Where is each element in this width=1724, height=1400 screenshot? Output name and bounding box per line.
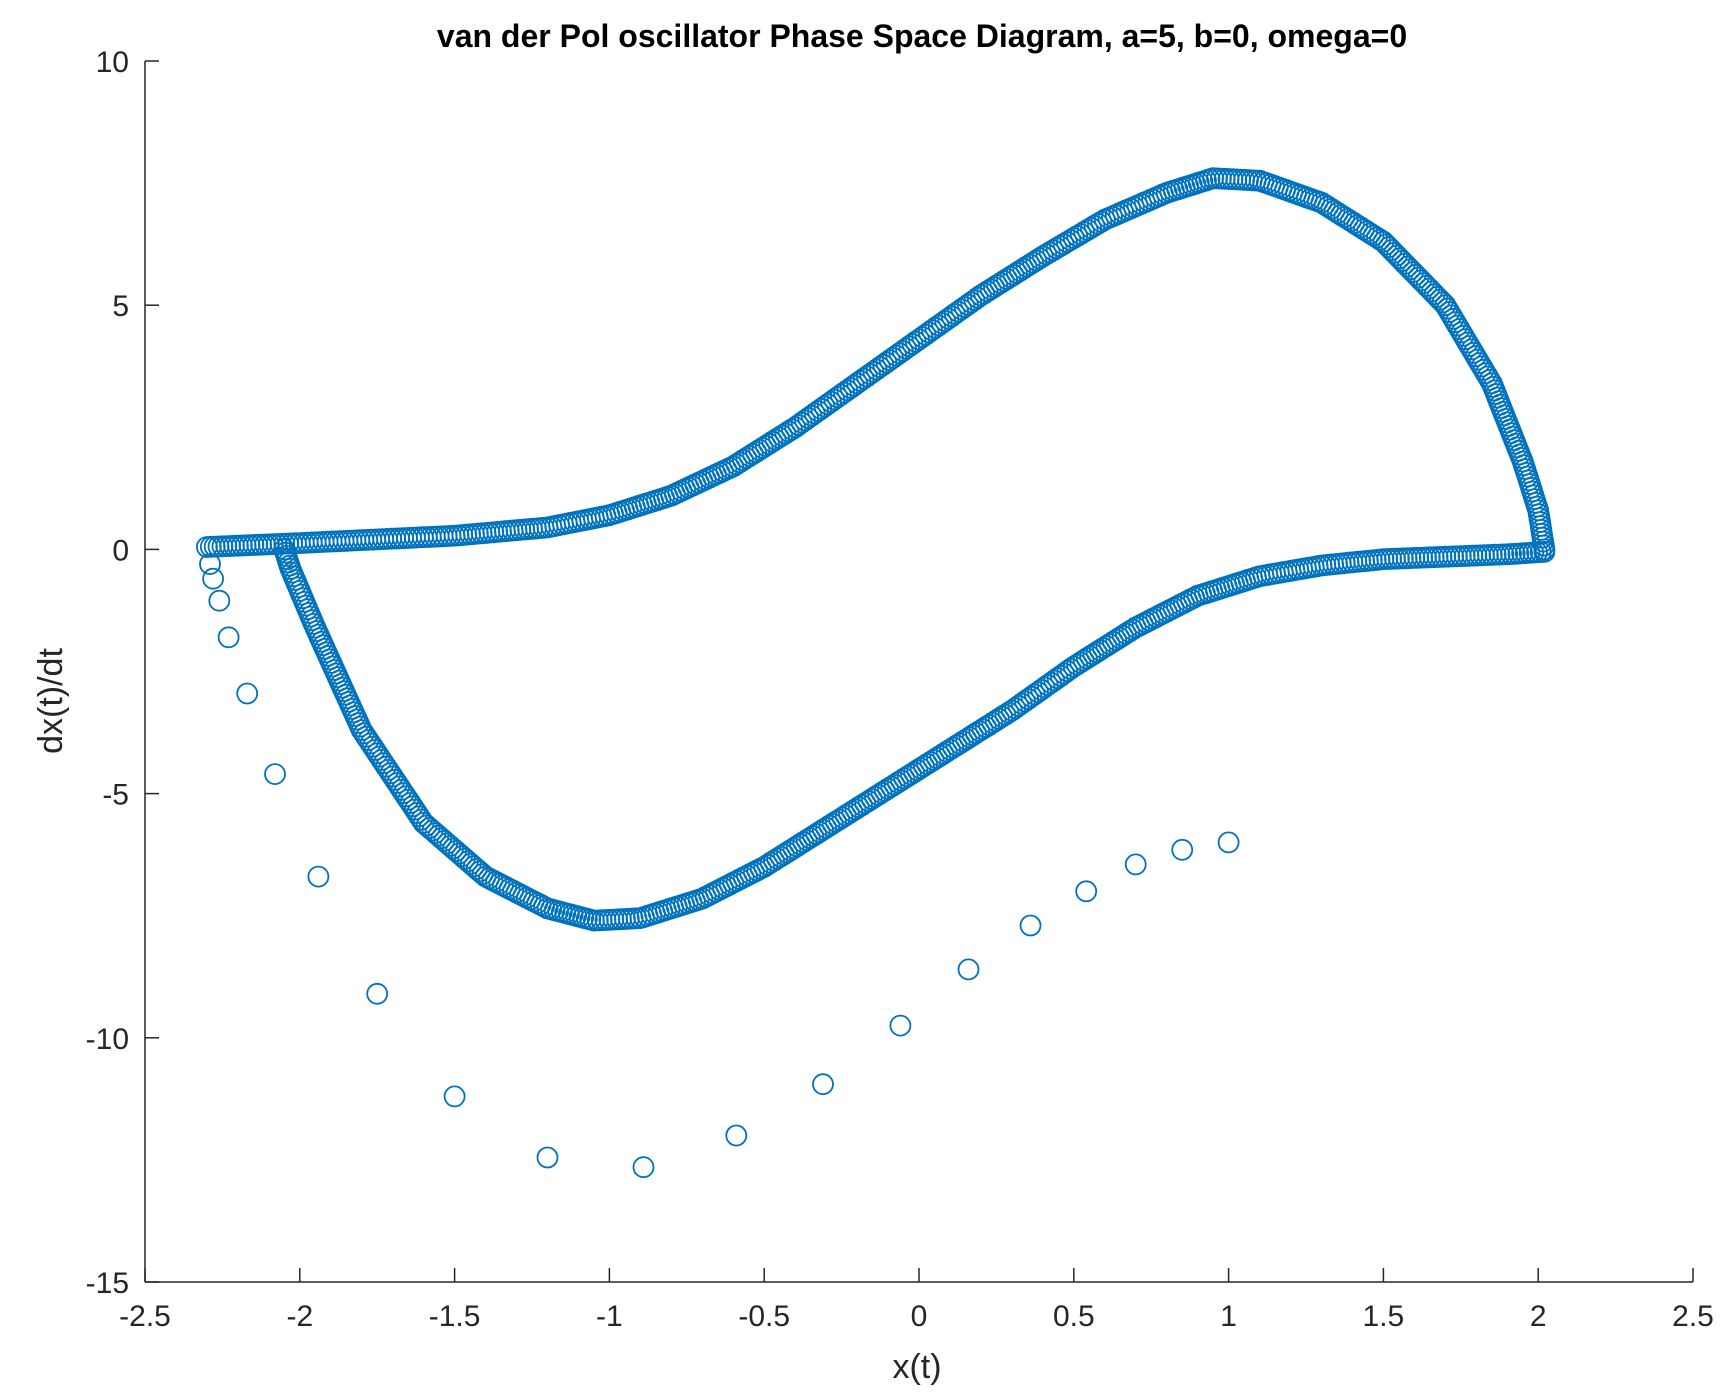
limit-cycle-point [1466,348,1489,371]
limit-cycle-point [1052,233,1075,256]
limit-cycle-point [1434,294,1457,317]
limit-cycle-point [1080,216,1102,239]
transient-point [366,982,389,1005]
limit-cycle-point [1049,235,1071,258]
y-tick-label: 5 [112,290,129,323]
limit-cycle-point [1460,338,1483,361]
transient-point [202,567,225,590]
transient-point [536,1146,559,1169]
x-tick-label: 2.5 [1672,1300,1714,1333]
x-tick-label: -1 [596,1300,623,1333]
limit-cycle-point [1454,328,1477,351]
limit-cycle-point [1087,212,1109,235]
x-tick-label: -1.5 [429,1300,481,1333]
limit-cycle-point [1438,301,1461,323]
y-tick-label: -5 [102,779,129,812]
limit-cycle-point [1450,321,1473,344]
transient-point [1171,838,1194,861]
x-tick-label: 2 [1530,1300,1547,1333]
limit-cycle-point [1042,239,1065,262]
transient-point [1124,853,1147,876]
transient-point [264,763,286,785]
limit-cycle-point [1059,229,1082,252]
limit-cycle-point [1069,223,1092,245]
x-tick-label: -0.5 [738,1300,790,1333]
transient-point [236,682,259,705]
limit-cycle-point [1448,318,1471,340]
limit-cycle-point [1066,225,1089,247]
limit-cycle-point [1468,352,1491,374]
x-tick-label: 0.5 [1053,1300,1095,1333]
y-tick-label: -15 [86,1267,129,1300]
y-axis-label: dx(t)/dt [32,648,70,754]
limit-cycle-point [1436,297,1459,320]
limit-cycle-point [1076,218,1099,241]
transient-point [725,1124,748,1147]
transient-point [199,553,221,575]
limit-cycle-point [273,538,296,561]
transient-point [632,1156,655,1179]
chart-title: van der Pol oscillator Phase Space Diagr… [437,18,1407,54]
y-tick-label: 10 [96,46,129,79]
transient-point [1075,880,1098,903]
data-markers [195,167,1556,1179]
x-tick-label: -2.5 [119,1300,171,1333]
x-axis-ticks: -2.5 -2 -1.5 -1 -0.5 0 0.5 1 1.5 2 2.5 [119,1268,1714,1333]
limit-cycle-point [1458,335,1481,357]
transient-point [217,626,240,649]
limit-cycle-point [1446,314,1469,337]
limit-cycle-point [1464,345,1487,368]
x-axis-label: x(t) [892,1348,941,1386]
transient-point [307,865,330,888]
y-tick-label: 0 [112,534,129,567]
limit-cycle-point [1038,241,1061,264]
transient-point [1019,914,1042,937]
x-tick-label: 1.5 [1363,1300,1405,1333]
transient-point [1217,831,1240,854]
limit-cycle-point [1462,341,1485,364]
limit-cycle-point [1476,365,1499,388]
limit-cycle-point [1031,245,1054,268]
transient-point [443,1085,466,1108]
transient-point [812,1073,834,1096]
transient-point [889,1014,912,1037]
x-tick-label: -2 [286,1300,313,1333]
axes [144,61,1693,1283]
y-axis-ticks: 10 5 0 -5 -10 -15 [86,46,159,1300]
x-tick-label: 1 [1220,1300,1237,1333]
limit-cycle-point [1456,331,1479,354]
limit-cycle-point [1056,231,1078,254]
limit-cycle-point [1442,307,1465,330]
limit-cycle-point [1452,324,1475,347]
limit-cycle-point [1444,311,1467,334]
limit-cycle-point [1440,304,1463,327]
transient-point [957,958,980,981]
y-tick-label: -10 [86,1023,129,1056]
transient-point [208,589,231,612]
x-tick-label: 0 [911,1300,928,1333]
